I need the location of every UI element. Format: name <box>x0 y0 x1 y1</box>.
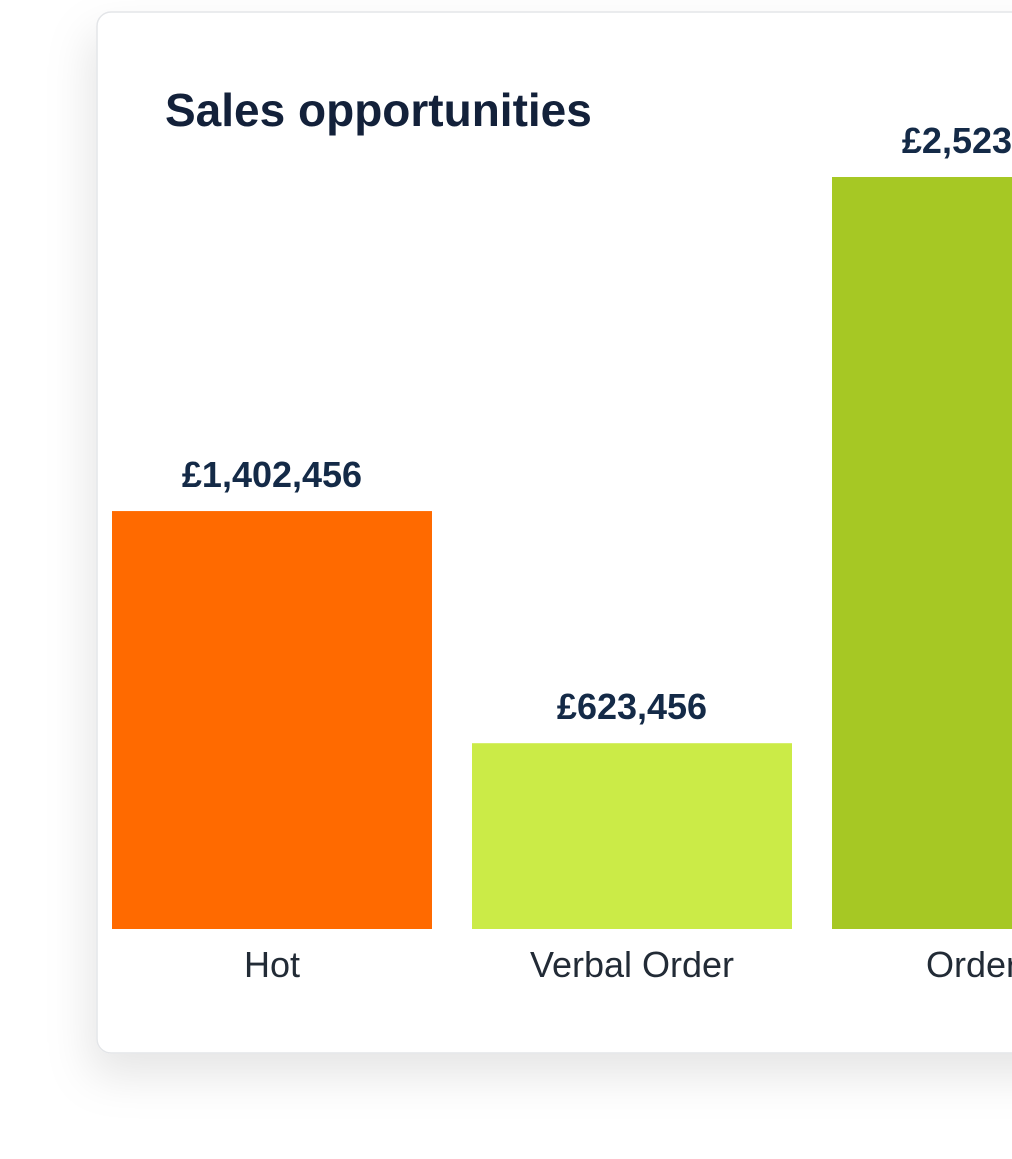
x-tick-label: Verbal Order <box>530 944 734 985</box>
value-label: £1,402,456 <box>182 454 362 495</box>
value-label: £2,523,456 <box>902 120 1012 161</box>
value-label: £623,456 <box>557 686 707 727</box>
chart-title: Sales opportunities <box>165 84 592 136</box>
bar <box>472 743 792 929</box>
bar <box>112 511 432 929</box>
x-tick-label: Hot <box>244 944 300 985</box>
x-tick-label: Ordered <box>926 944 1012 985</box>
bar <box>832 177 1012 929</box>
